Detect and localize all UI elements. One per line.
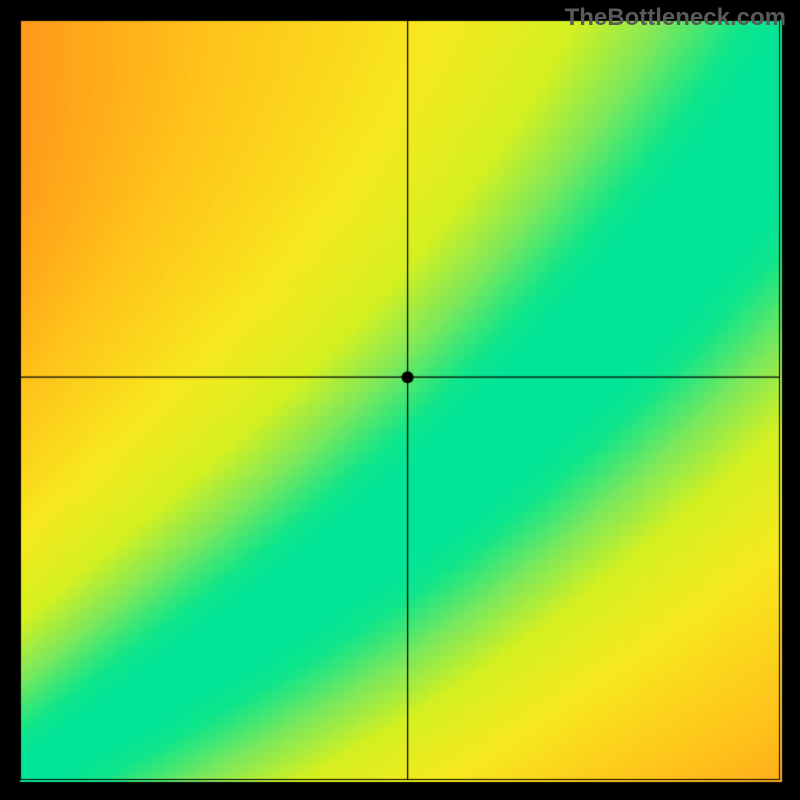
heatmap-canvas [0, 0, 800, 800]
bottleneck-heatmap: TheBottleneck.com [0, 0, 800, 800]
